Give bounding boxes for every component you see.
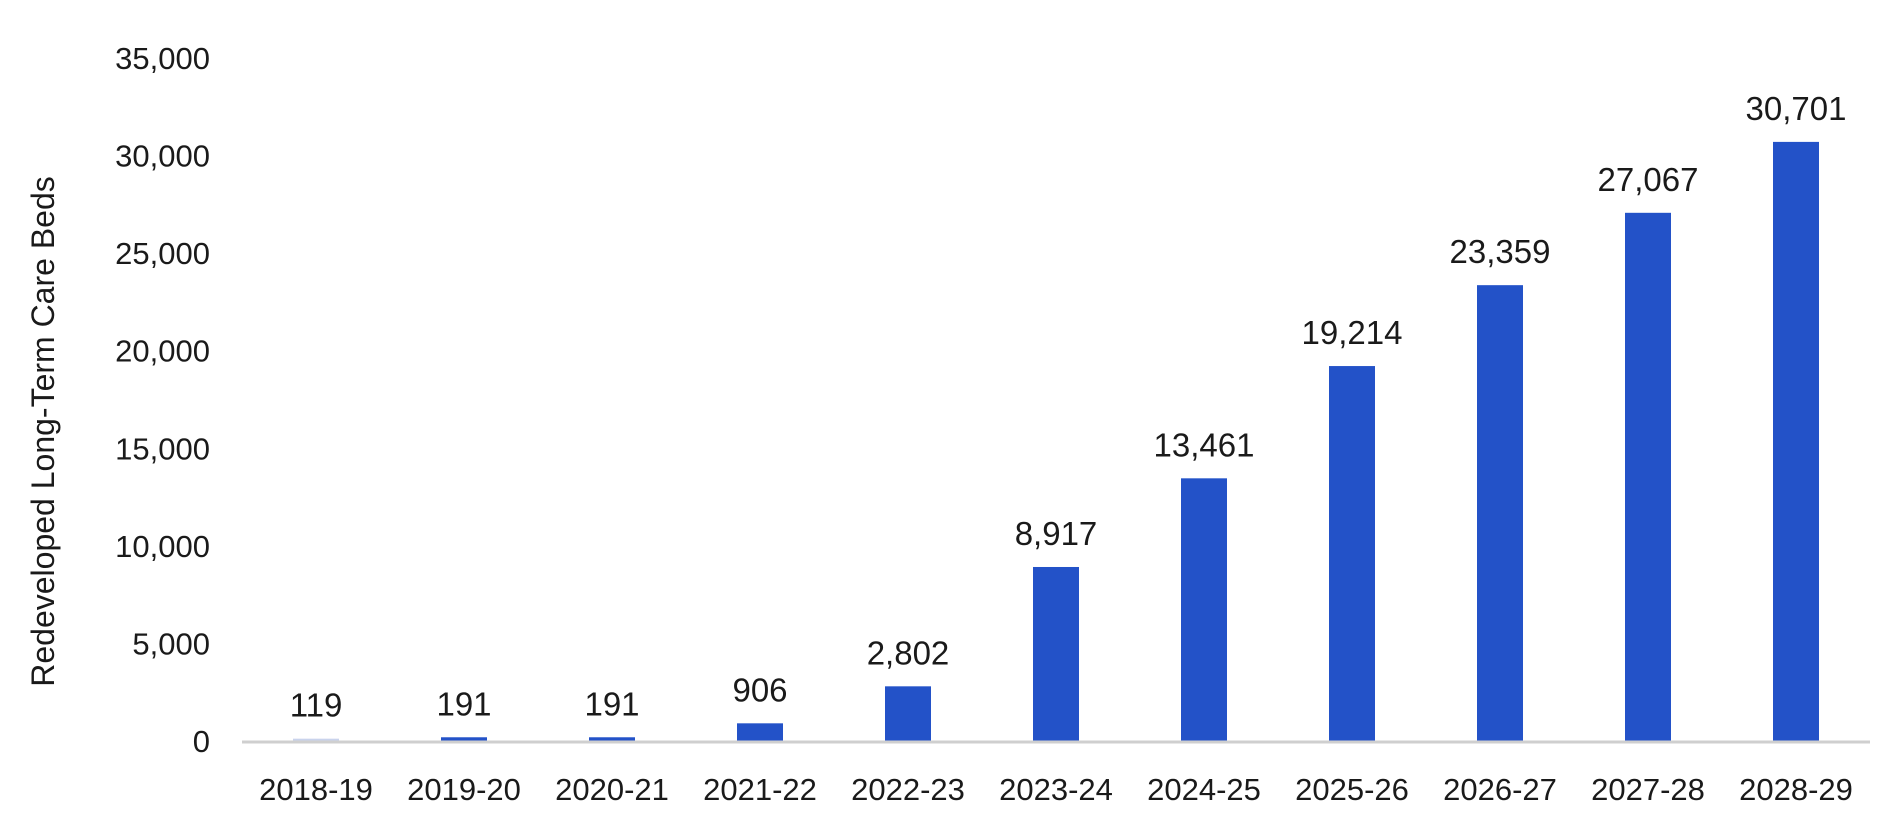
- x-tick-label: 2018-19: [259, 772, 373, 807]
- bar: [1477, 285, 1523, 741]
- y-axis-title-group: Redeveloped Long-Term Care Beds: [25, 176, 61, 687]
- bar: [589, 737, 635, 741]
- x-tick-label: 2020-21: [555, 772, 669, 807]
- data-label: 23,359: [1450, 233, 1551, 270]
- data-label: 2,802: [867, 634, 950, 671]
- y-tick-label: 5,000: [132, 626, 210, 661]
- data-label: 13,461: [1154, 426, 1255, 463]
- bar: [1329, 366, 1375, 741]
- data-labels: 119 191 191 906 2,802 8,917 13,461 19,214 23,359…: [290, 90, 1847, 724]
- x-tick-label: 2028-29: [1739, 772, 1853, 807]
- bar: [885, 686, 931, 741]
- x-tick-label: 2023-24: [999, 772, 1113, 807]
- y-tick-label: 30,000: [115, 139, 210, 174]
- bar: [1181, 478, 1227, 741]
- y-tick-label: 15,000: [115, 431, 210, 466]
- data-label: 27,067: [1598, 161, 1699, 198]
- y-tick-label: 35,000: [115, 41, 210, 76]
- x-tick-label: 2025-26: [1295, 772, 1409, 807]
- y-tick-label: 10,000: [115, 529, 210, 564]
- data-label: 8,917: [1015, 515, 1098, 552]
- data-label: 119: [290, 687, 343, 724]
- data-label: 19,214: [1302, 314, 1403, 351]
- bar: [737, 723, 783, 741]
- y-tick-label: 20,000: [115, 334, 210, 369]
- bars: [293, 141, 1819, 741]
- bar: [1033, 566, 1079, 741]
- bar: [1773, 141, 1819, 741]
- data-label: 906: [732, 671, 787, 708]
- data-label: 191: [584, 685, 639, 722]
- y-axis-title: Redeveloped Long-Term Care Beds: [25, 176, 61, 687]
- bar: [293, 738, 339, 741]
- y-tick-label: 25,000: [115, 236, 210, 271]
- x-axis-ticks: 2018-19 2019-20 2020-21 2021-22 2022-23 2023-…: [259, 772, 1853, 807]
- bar: [441, 737, 487, 741]
- y-axis-ticks: 0 5,000 10,000 15,000 20,000 25,000 30,000 35,0…: [115, 41, 210, 759]
- x-tick-label: 2021-22: [703, 772, 817, 807]
- bar: [1625, 212, 1671, 741]
- x-tick-label: 2024-25: [1147, 772, 1261, 807]
- x-tick-label: 2026-27: [1443, 772, 1557, 807]
- x-tick-label: 2027-28: [1591, 772, 1705, 807]
- x-tick-label: 2019-20: [407, 772, 521, 807]
- y-tick-label: 0: [193, 724, 210, 759]
- data-label: 30,701: [1746, 90, 1847, 127]
- data-label: 191: [436, 685, 491, 722]
- x-tick-label: 2022-23: [851, 772, 965, 807]
